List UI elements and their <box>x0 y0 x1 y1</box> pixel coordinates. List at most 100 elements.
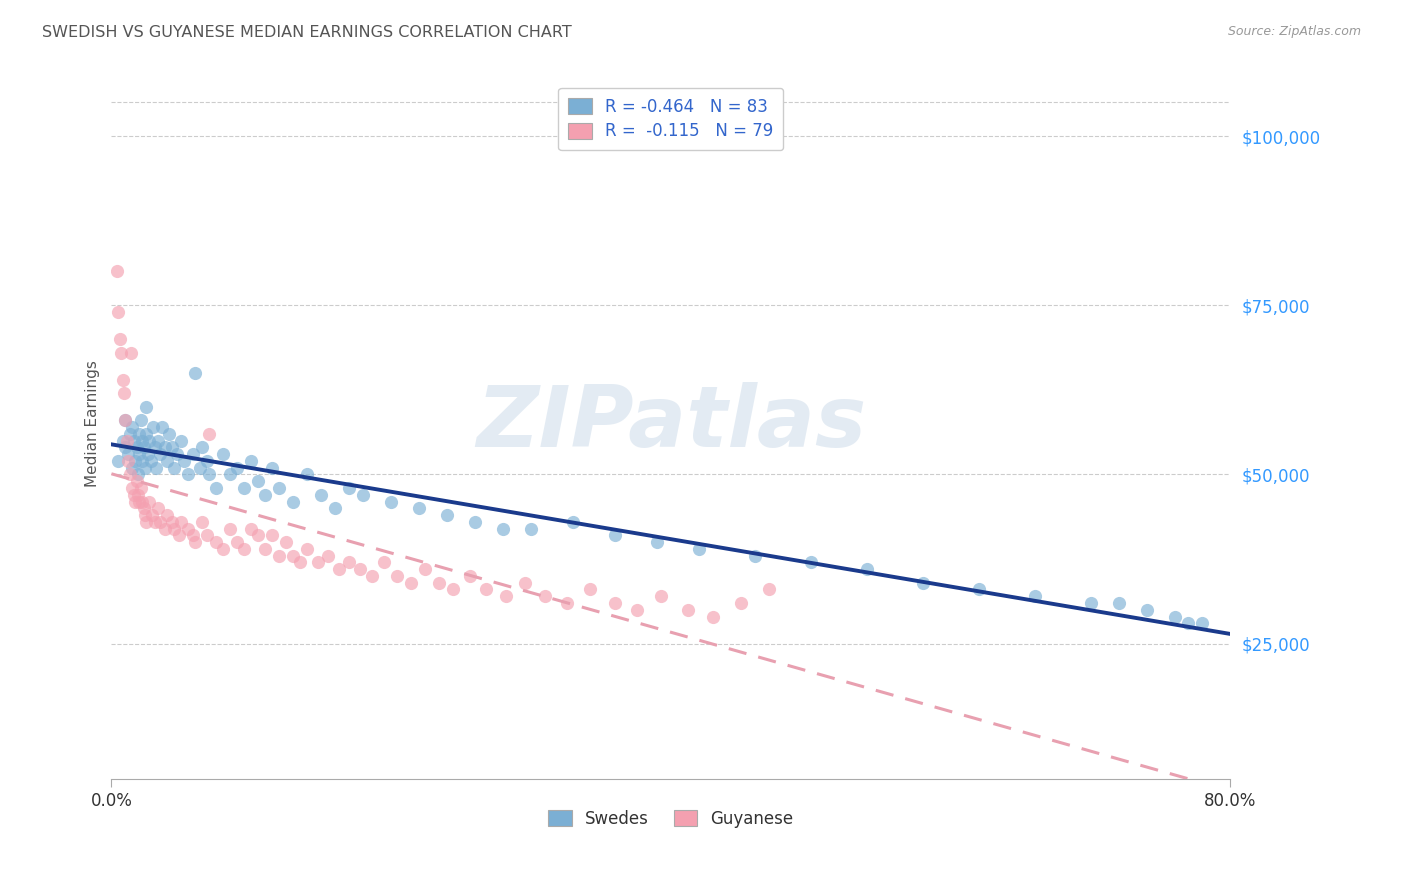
Point <box>297 467 319 482</box>
Point <box>121 460 143 475</box>
Point <box>166 447 188 461</box>
Point <box>219 522 242 536</box>
Point <box>134 460 156 475</box>
Point <box>247 474 270 488</box>
Point <box>758 582 780 597</box>
Point <box>117 447 139 461</box>
Point <box>360 569 382 583</box>
Point <box>153 441 176 455</box>
Point <box>226 535 249 549</box>
Point <box>118 467 141 482</box>
Point <box>150 420 173 434</box>
Point <box>184 535 207 549</box>
Point <box>212 541 235 556</box>
Point <box>131 434 153 448</box>
Point <box>855 562 877 576</box>
Point <box>1108 596 1130 610</box>
Point <box>114 413 136 427</box>
Point <box>156 454 179 468</box>
Point <box>163 522 186 536</box>
Point <box>1191 616 1213 631</box>
Point <box>184 366 207 380</box>
Point <box>1177 616 1199 631</box>
Point <box>328 562 350 576</box>
Point <box>198 467 221 482</box>
Point <box>112 386 135 401</box>
Point <box>1163 609 1185 624</box>
Point <box>458 569 481 583</box>
Point <box>1024 589 1046 603</box>
Point <box>254 488 277 502</box>
Point <box>120 345 142 359</box>
Point <box>688 541 710 556</box>
Point <box>177 522 200 536</box>
Point <box>129 413 152 427</box>
Point <box>323 501 346 516</box>
Point <box>233 541 256 556</box>
Point <box>122 434 145 448</box>
Point <box>138 434 160 448</box>
Point <box>146 501 169 516</box>
Point <box>142 420 165 434</box>
Point <box>149 515 172 529</box>
Point <box>143 441 166 455</box>
Point <box>240 454 263 468</box>
Point <box>1080 596 1102 610</box>
Point <box>380 494 402 508</box>
Point <box>114 413 136 427</box>
Point <box>676 603 699 617</box>
Point <box>160 515 183 529</box>
Point <box>534 589 557 603</box>
Point <box>177 467 200 482</box>
Point <box>128 426 150 441</box>
Point <box>122 488 145 502</box>
Point <box>349 562 371 576</box>
Point <box>307 556 329 570</box>
Point <box>138 494 160 508</box>
Point <box>603 596 626 610</box>
Point <box>413 562 436 576</box>
Point <box>145 460 167 475</box>
Point <box>114 441 136 455</box>
Point <box>247 528 270 542</box>
Point <box>188 460 211 475</box>
Point <box>464 515 486 529</box>
Point <box>110 345 132 359</box>
Point <box>399 575 422 590</box>
Point <box>316 549 339 563</box>
Text: ZIPatlas: ZIPatlas <box>475 382 866 466</box>
Point <box>1135 603 1157 617</box>
Point <box>163 460 186 475</box>
Point <box>107 454 129 468</box>
Point <box>702 609 724 624</box>
Point <box>135 400 157 414</box>
Point <box>385 569 408 583</box>
Point <box>128 494 150 508</box>
Point <box>181 447 204 461</box>
Point <box>276 535 298 549</box>
Point <box>269 481 291 495</box>
Text: SWEDISH VS GUYANESE MEDIAN EARNINGS CORRELATION CHART: SWEDISH VS GUYANESE MEDIAN EARNINGS CORR… <box>42 25 572 40</box>
Point <box>226 460 249 475</box>
Point <box>125 441 148 455</box>
Point <box>626 603 648 617</box>
Point <box>283 549 305 563</box>
Point <box>645 535 668 549</box>
Point <box>911 575 934 590</box>
Point <box>254 541 277 556</box>
Point <box>135 515 157 529</box>
Point <box>170 515 193 529</box>
Point <box>191 441 214 455</box>
Point <box>105 264 128 278</box>
Point <box>744 549 766 563</box>
Point <box>157 426 180 441</box>
Point <box>309 488 332 502</box>
Point <box>205 535 228 549</box>
Point <box>352 488 374 502</box>
Point <box>153 522 176 536</box>
Point <box>520 522 543 536</box>
Point <box>269 549 291 563</box>
Point <box>156 508 179 522</box>
Point <box>132 501 155 516</box>
Point <box>283 494 305 508</box>
